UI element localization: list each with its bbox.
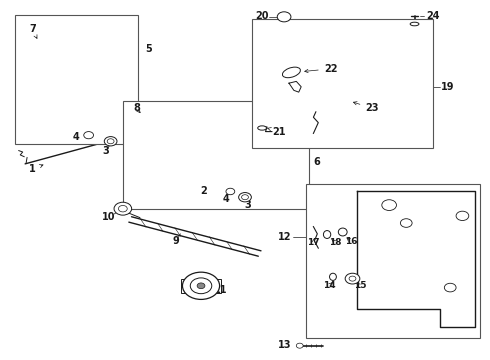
Text: 4: 4 [73,132,80,142]
Ellipse shape [330,273,336,280]
Circle shape [444,283,456,292]
Circle shape [296,343,303,348]
Circle shape [277,12,291,22]
Circle shape [84,132,94,139]
Text: 19: 19 [441,82,454,92]
Circle shape [190,278,212,294]
Text: 6: 6 [314,157,320,167]
Text: 11: 11 [209,285,227,296]
Bar [123,101,309,209]
Text: 1: 1 [29,164,43,174]
Text: 21: 21 [267,127,286,136]
Circle shape [226,188,235,195]
Text: 4: 4 [223,194,230,204]
Bar [252,19,433,148]
Circle shape [114,202,132,215]
Circle shape [239,193,251,202]
Circle shape [107,139,114,144]
Ellipse shape [323,230,331,238]
Text: 13: 13 [278,340,292,350]
Circle shape [119,206,127,212]
Ellipse shape [410,22,419,26]
Bar [15,15,138,144]
Bar [306,184,480,338]
Text: 23: 23 [353,102,379,113]
Ellipse shape [338,228,347,236]
Text: 3: 3 [245,200,251,210]
Text: 10: 10 [102,212,116,221]
Text: 14: 14 [323,281,335,290]
Text: 3: 3 [102,146,109,156]
Text: 17: 17 [307,238,319,247]
Circle shape [400,219,412,227]
Text: 16: 16 [345,237,358,246]
Circle shape [349,276,356,281]
Circle shape [197,283,205,289]
Ellipse shape [282,67,300,78]
Text: 12: 12 [278,232,292,242]
Circle shape [456,211,469,221]
Circle shape [104,136,117,146]
Text: 5: 5 [145,44,151,54]
Text: 8: 8 [133,103,140,113]
Text: 18: 18 [329,238,342,247]
Text: 24: 24 [426,11,440,21]
Text: 20: 20 [255,11,269,21]
Circle shape [242,195,248,200]
Text: 22: 22 [305,64,337,74]
Text: 15: 15 [354,281,366,290]
Circle shape [182,272,220,300]
Text: 2: 2 [200,186,207,197]
Text: 7: 7 [29,24,37,39]
Circle shape [382,200,396,211]
Bar [181,279,221,293]
Circle shape [345,273,360,284]
Text: 9: 9 [172,236,179,246]
Ellipse shape [258,126,267,130]
